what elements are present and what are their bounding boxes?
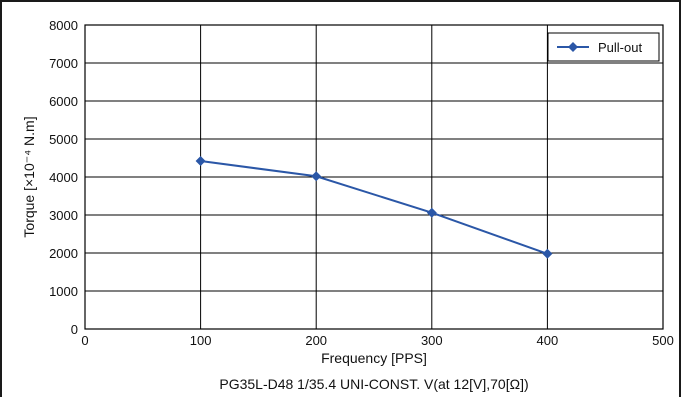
y-tick-label: 4000 [49, 170, 78, 185]
grid [84, 24, 664, 330]
x-tick-label: 300 [421, 333, 443, 348]
data-point-marker [426, 207, 437, 218]
x-axis-label: Frequency [PPS] [321, 350, 427, 366]
torque-frequency-chart: 0 1000 2000 3000 4000 5000 6000 7000 8000 0 100 20… [21, 18, 674, 392]
legend: Pull-out [547, 32, 660, 62]
legend-diamond-marker [568, 42, 578, 52]
data-point-marker [311, 171, 322, 182]
y-tick-label: 6000 [49, 94, 78, 109]
x-tick-label: 400 [537, 333, 559, 348]
y-tick-label: 7000 [49, 56, 78, 71]
y-axis-ticks: 0 1000 2000 3000 4000 5000 6000 7000 8000 [49, 18, 78, 337]
series-layer [195, 156, 553, 259]
y-tick-label: 2000 [49, 246, 78, 261]
series-line-pull-out [200, 160, 548, 255]
data-point-marker [542, 248, 553, 259]
chart-caption: PG35L-D48 1/35.4 UNI-CONST. V(at 12[V],7… [219, 376, 528, 392]
x-axis-ticks: 0 100 200 300 400 500 [81, 333, 673, 348]
y-tick-label: 5000 [49, 132, 78, 147]
y-tick-label: 8000 [49, 18, 78, 33]
y-tick-label: 3000 [49, 208, 78, 223]
plot-area [84, 24, 664, 330]
x-tick-label: 200 [305, 333, 327, 348]
legend-label: Pull-out [598, 40, 642, 55]
x-tick-label: 0 [81, 333, 88, 348]
y-axis-label: Torque [×10⁻⁴ N.m] [21, 116, 37, 237]
x-tick-label: 100 [190, 333, 212, 348]
y-tick-label: 0 [71, 322, 78, 337]
x-tick-label: 500 [652, 333, 674, 348]
y-tick-label: 1000 [49, 284, 78, 299]
data-point-marker [195, 156, 206, 167]
